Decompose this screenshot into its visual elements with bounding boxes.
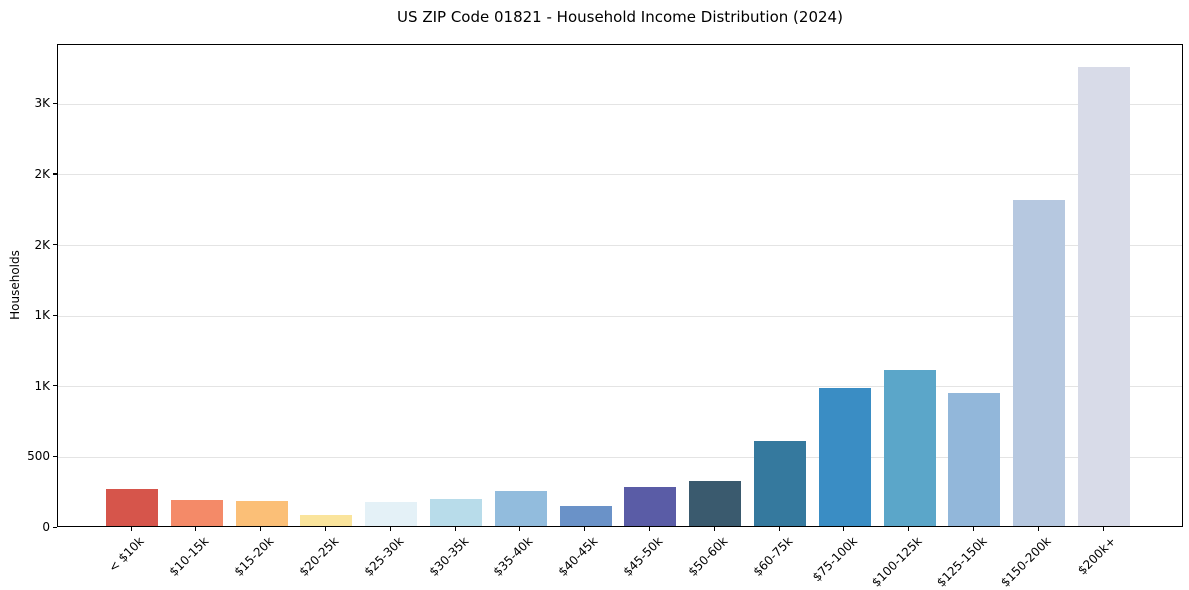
x-tick-mark	[130, 527, 132, 531]
y-tick-label: 1K	[34, 308, 50, 323]
bar-$15-20k	[235, 501, 288, 526]
x-tick-mark	[195, 527, 197, 531]
x-tick-mark	[648, 527, 651, 531]
bar-$10-15k	[170, 499, 223, 526]
y-tick-label: 3K	[34, 96, 50, 111]
y-tick-mark	[53, 455, 57, 458]
y-tick-mark	[53, 244, 57, 246]
x-tick-label: $50-60k	[685, 534, 731, 579]
x-tick-mark	[324, 527, 327, 531]
gridline-2K	[58, 174, 1182, 176]
y-tick-label: 1K	[34, 378, 50, 393]
y-tick-label: 2K	[34, 166, 50, 181]
bar-$60-75k	[754, 440, 806, 526]
bar-$125-150k	[948, 392, 1001, 526]
bar-$30-35k	[430, 499, 482, 526]
x-tick-label: < $10k	[106, 534, 147, 575]
x-tick-mark	[454, 527, 456, 531]
x-tick-mark	[713, 527, 715, 531]
x-tick-label: $10-15k	[166, 534, 212, 579]
gridline-1K	[58, 386, 1182, 388]
x-tick-label: $75-100k	[809, 534, 860, 585]
x-tick-mark	[1037, 527, 1039, 531]
x-tick-label: $35-40k	[490, 534, 536, 579]
x-tick-label: $15-20k	[231, 534, 277, 579]
bar-< $10k	[106, 489, 158, 526]
gridline-3K	[58, 103, 1182, 105]
x-tick-mark	[584, 527, 586, 531]
bar-$150-200k	[1013, 199, 1066, 526]
x-tick-label: $60-75k	[750, 534, 795, 579]
plot-area	[57, 44, 1183, 527]
gridline-2K	[58, 245, 1182, 247]
x-tick-mark	[389, 527, 391, 531]
x-tick-label: $40-45k	[555, 534, 601, 579]
x-tick-label: $125-150k	[933, 534, 990, 590]
x-tick-mark	[260, 527, 262, 531]
x-tick-label: $30-35k	[426, 534, 471, 579]
y-tick-mark	[53, 314, 57, 316]
y-tick-label: 500	[27, 449, 50, 464]
bar-$75-100k	[818, 387, 871, 526]
bar-$20-25k	[300, 514, 353, 526]
x-tick-label: $25-30k	[361, 534, 407, 579]
y-tick-mark	[53, 173, 57, 175]
bar-$100-125k	[883, 369, 936, 526]
y-axis-title: Households	[8, 250, 22, 320]
x-tick-label: $45-50k	[620, 534, 666, 579]
bar-$40-45k	[559, 505, 612, 526]
x-tick-mark	[843, 527, 845, 531]
y-tick-mark	[53, 385, 57, 387]
x-tick-label: $200k+	[1075, 534, 1119, 578]
gridline-500	[58, 456, 1182, 458]
bar-$200k+	[1078, 67, 1130, 526]
x-tick-label: $20-25k	[296, 534, 342, 579]
x-tick-mark	[1102, 527, 1104, 531]
x-tick-mark	[778, 527, 780, 531]
y-tick-mark	[53, 526, 57, 528]
chart-title: US ZIP Code 01821 - Household Income Dis…	[397, 8, 843, 26]
bar-$35-40k	[494, 490, 547, 526]
y-tick-label: 2K	[34, 237, 50, 252]
bar-$50-60k	[689, 480, 742, 526]
bar-$45-50k	[624, 487, 677, 526]
gridline-1K	[58, 315, 1182, 317]
x-tick-mark	[908, 527, 910, 531]
x-tick-label: $150-200k	[998, 534, 1055, 590]
x-tick-mark	[519, 527, 521, 531]
y-tick-mark	[53, 102, 57, 104]
bar-$25-30k	[365, 502, 418, 526]
y-tick-label: 0	[42, 520, 50, 534]
x-tick-label: $100-125k	[868, 534, 925, 590]
x-tick-mark	[972, 527, 975, 531]
